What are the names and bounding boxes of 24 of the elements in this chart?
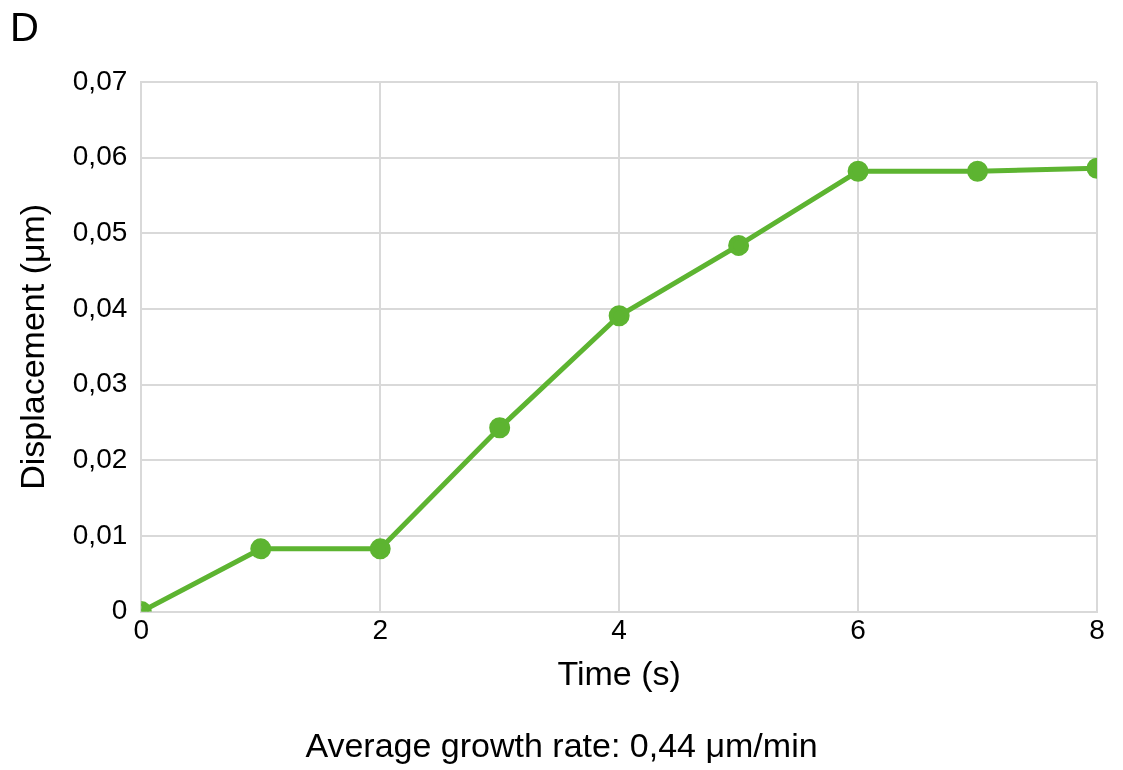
- y-tick-label: 0,04: [72, 291, 128, 323]
- point: [489, 417, 511, 439]
- y-tick-label: 0,06: [72, 140, 128, 172]
- x-tick-label: 4: [611, 614, 627, 646]
- x-tick-label: 2: [372, 614, 389, 646]
- x-tick-label: 8: [1089, 614, 1105, 646]
- point: [728, 234, 750, 256]
- y-tick-label: 0,02: [72, 443, 128, 474]
- y-tick-label: 0,05: [72, 216, 128, 248]
- y-tick-label: 0,03: [72, 367, 128, 399]
- x-axis-title: Time (s): [557, 653, 681, 692]
- point: [967, 160, 989, 182]
- y-tick-label: 0: [111, 594, 128, 626]
- y-tick-label: 0,01: [72, 518, 128, 550]
- point: [250, 538, 272, 560]
- y-axis-title: Displacement (μm): [12, 203, 51, 490]
- point: [847, 160, 869, 182]
- chart-title: D: [10, 5, 39, 50]
- point: [369, 538, 391, 560]
- text: Average growth rate: 0,44 μm/min: [305, 726, 818, 764]
- x-tick-label: 6: [850, 614, 866, 646]
- point: [608, 305, 630, 327]
- y-tick-label: 0,07: [72, 64, 128, 96]
- x-tick-label: 0: [133, 614, 150, 646]
